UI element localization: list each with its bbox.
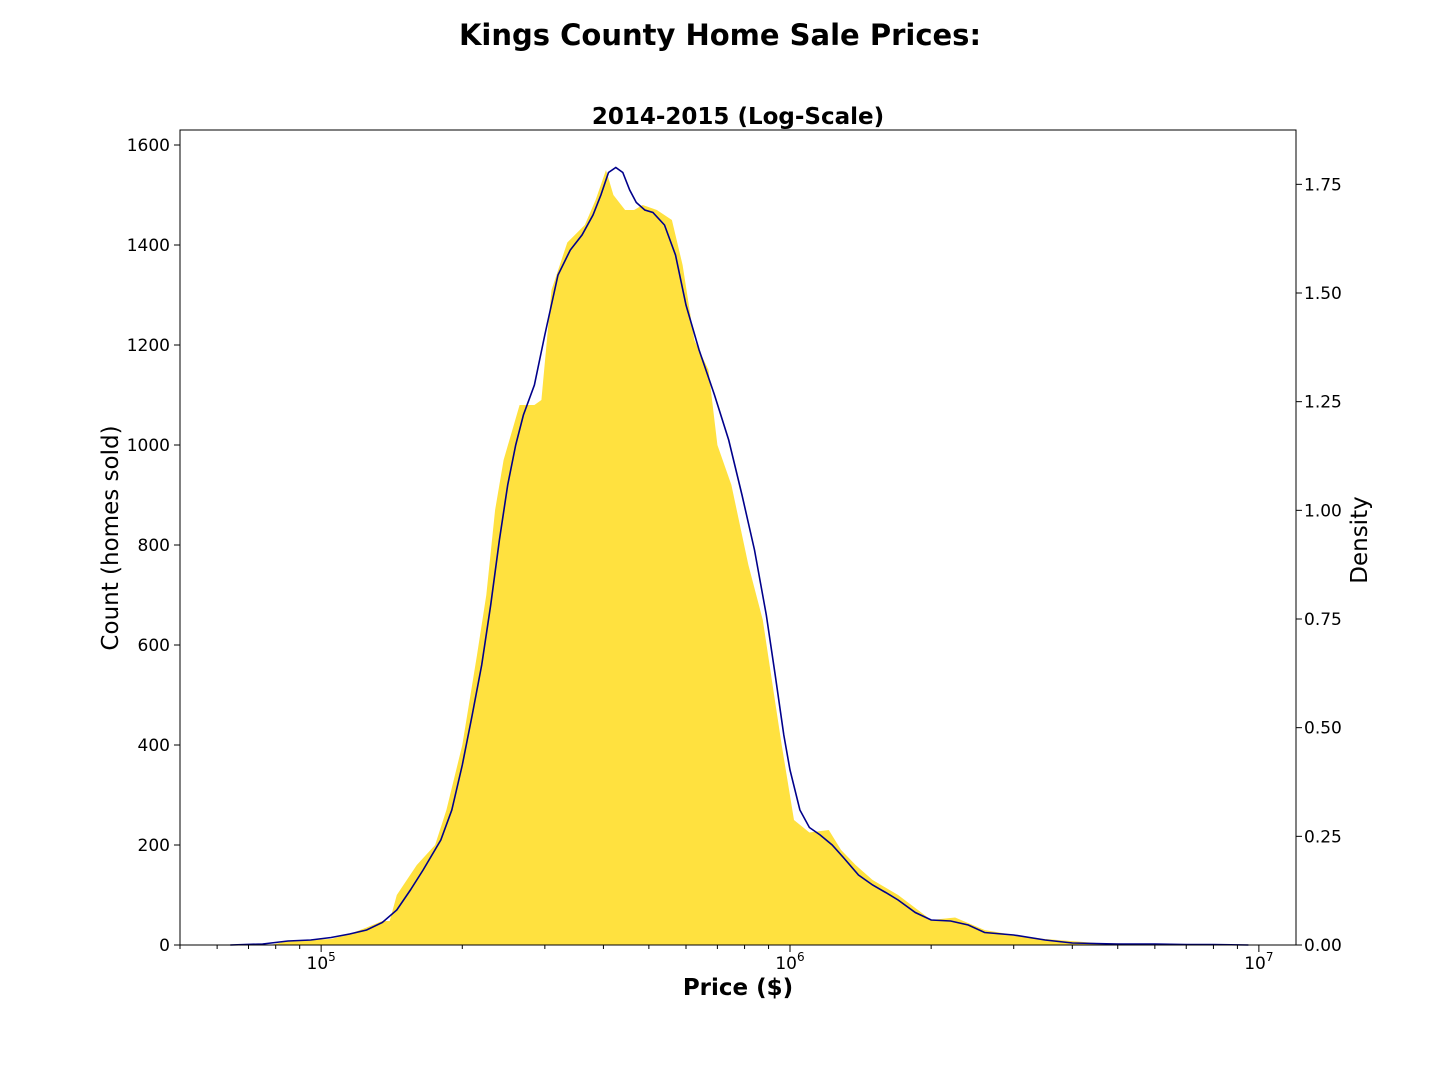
y-tick-label: 800 [138,536,170,556]
y-right-tick-label: 1.25 [1304,393,1342,413]
kde-line [230,166,1249,946]
y-axis-right: 0.00 0.25 0.50 0.75 1.00 1.25 1.50 1.75 [1296,175,1342,956]
y-tick-label: 1000 [127,436,170,456]
x-tick-label: 107 [1244,950,1273,974]
chart-suptitle: Kings County Home Sale Prices: [459,18,981,52]
y-axis-left: 0 200 400 600 800 1000 1200 1400 1600 [127,136,180,956]
y-right-tick-label: 0.75 [1304,610,1342,630]
y-right-tick-label: 0.00 [1304,936,1342,956]
y-right-tick-label: 0.25 [1304,827,1342,847]
y-tick-label: 400 [138,736,170,756]
y-tick-label: 1600 [127,136,170,156]
x-tick-label: 105 [307,950,336,974]
y-tick-label: 200 [138,836,170,856]
chart-title: 2014-2015 (Log-Scale) [592,104,884,130]
y-axis-label-right: Density [1347,496,1373,583]
y-tick-label: 1400 [127,236,170,256]
histogram-area [270,170,1249,945]
y-right-tick-label: 1.75 [1304,175,1342,195]
y-right-tick-label: 1.50 [1304,284,1342,304]
x-axis-label: Price ($) [683,975,793,1001]
x-tick-label: 106 [775,950,804,974]
y-axis-label-left: Count (homes sold) [98,425,124,650]
y-right-tick-label: 1.00 [1304,501,1342,521]
plot-area [230,166,1249,946]
y-tick-label: 0 [159,936,170,956]
y-tick-label: 1200 [127,336,170,356]
y-right-tick-label: 0.50 [1304,719,1342,739]
x-axis: 105 106 107 [179,945,1274,974]
plot-frame [179,129,1297,946]
y-tick-label: 600 [138,636,170,656]
